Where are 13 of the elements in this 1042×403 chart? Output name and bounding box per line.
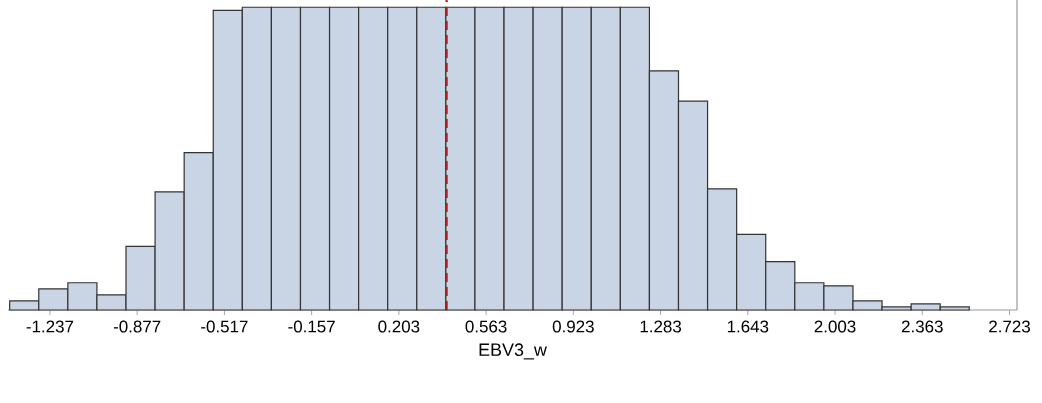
x-tick-label: 1.283 <box>640 320 682 333</box>
x-tick-label: -1.237 <box>26 320 74 333</box>
x-axis-title: EBV3_w <box>479 343 547 360</box>
x-tick-label: -0.157 <box>288 320 335 333</box>
x-tick-label: 0.563 <box>465 320 507 333</box>
x-tick-label: -0.877 <box>113 320 161 333</box>
x-tick-label: 2.003 <box>814 320 856 333</box>
x-tick-label: 2.723 <box>989 320 1030 333</box>
x-tick-label: 2.363 <box>901 320 943 333</box>
x-tick-label: 0.203 <box>378 320 420 333</box>
x-tick-label: 1.643 <box>727 320 769 333</box>
x-tick-label: -0.517 <box>201 320 248 333</box>
x-tick-label: 0.923 <box>552 320 594 333</box>
